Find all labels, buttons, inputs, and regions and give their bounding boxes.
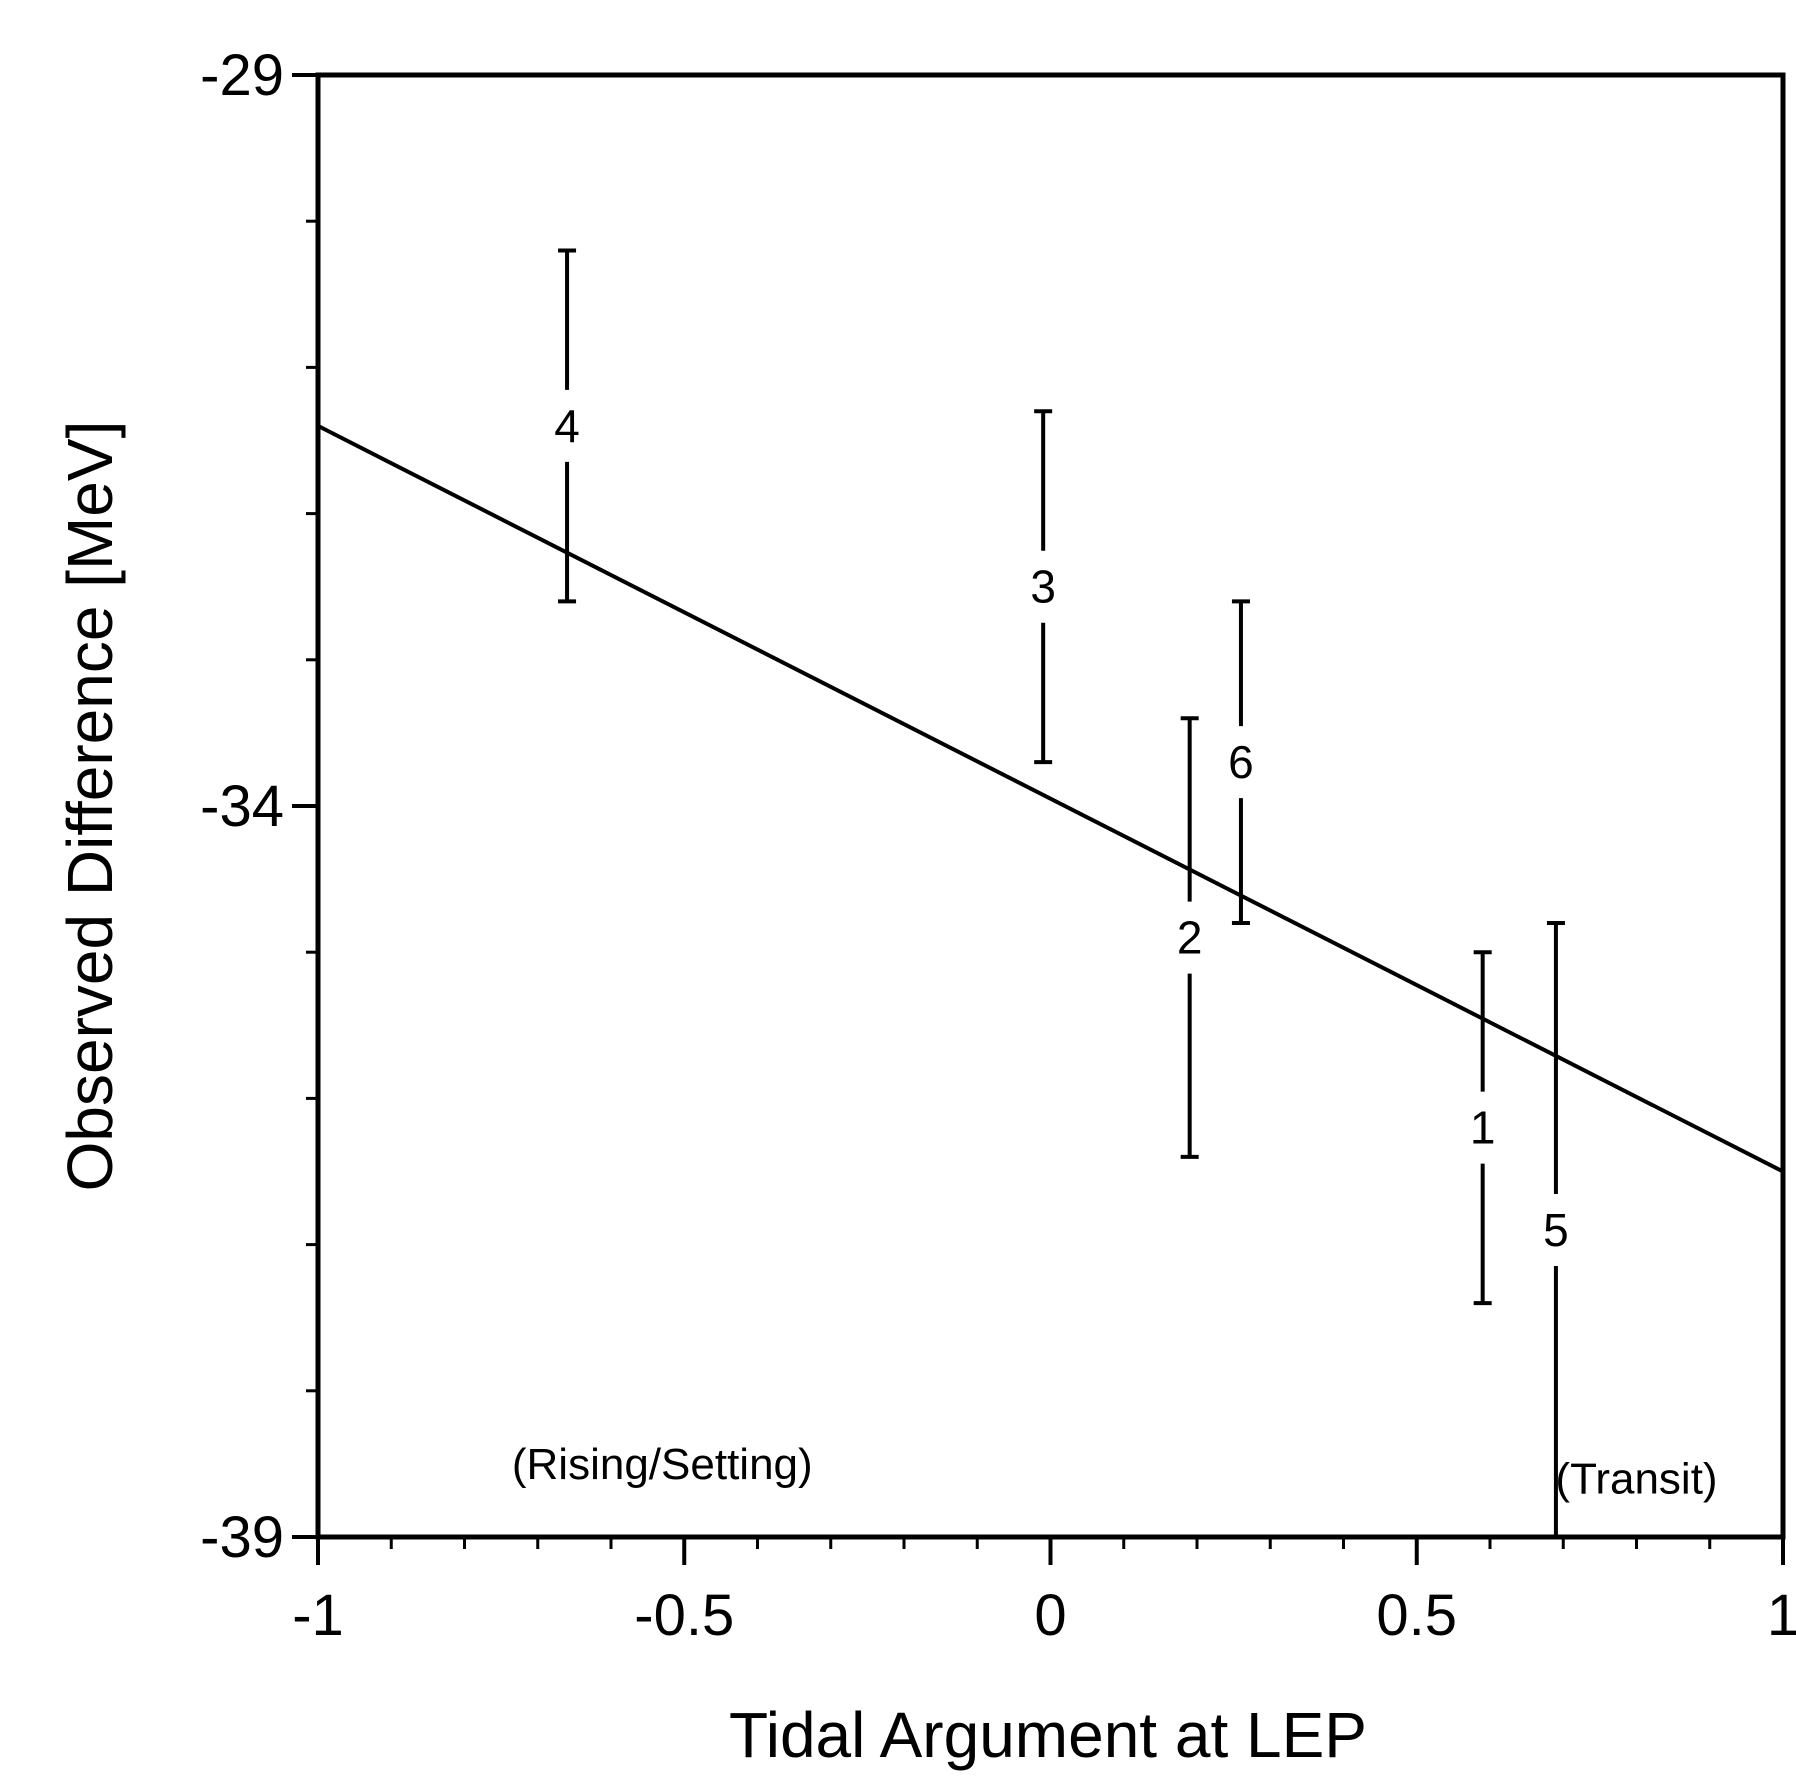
x-tick-label: 1 — [1767, 1583, 1796, 1648]
y-tick-label: -34 — [200, 774, 284, 839]
x-tick-label: -0.5 — [634, 1583, 734, 1648]
annotation: (Transit) — [1555, 1455, 1717, 1504]
point-label: 6 — [1228, 736, 1254, 788]
y-tick-labels: -29 -34 -39 — [200, 43, 284, 1570]
point-label: 2 — [1177, 912, 1203, 964]
x-tick-label: 0.5 — [1376, 1583, 1457, 1648]
x-tick-labels: -1 -0.5 0 0.5 1 — [292, 1583, 1796, 1648]
error-bar-5: 5 — [1543, 920, 1569, 1539]
error-bar-6: 6 — [1228, 599, 1254, 925]
fit-line-group — [317, 424, 1784, 1174]
major-ticks — [292, 73, 1785, 1565]
x-axis-title: Tidal Argument at LEP — [729, 1699, 1367, 1771]
y-tick-label: -39 — [200, 1505, 284, 1570]
error-bars: 1 2 3 4 5 6 — [554, 248, 1569, 1539]
point-label: 1 — [1470, 1102, 1496, 1154]
annotation: (Rising/Setting) — [512, 1440, 813, 1489]
y-axis-title: Observed Difference [MeV] — [54, 421, 126, 1192]
point-label: 3 — [1030, 561, 1056, 613]
x-tick-label: -1 — [292, 1583, 344, 1648]
minor-ticks — [306, 73, 1785, 1549]
error-bar-3: 3 — [1030, 409, 1056, 765]
plot-frame — [315, 72, 1786, 1540]
x-tick-label: 0 — [1034, 1583, 1066, 1648]
error-bar-2: 2 — [1177, 716, 1203, 1159]
fit-line — [317, 424, 1784, 1174]
point-label: 4 — [554, 400, 580, 452]
annotations: (Rising/Setting) (Transit) — [512, 1440, 1718, 1504]
y-tick-label: -29 — [200, 43, 284, 108]
point-label: 5 — [1543, 1204, 1569, 1256]
error-bar-4: 4 — [554, 248, 580, 604]
error-bar-1: 1 — [1470, 950, 1496, 1306]
